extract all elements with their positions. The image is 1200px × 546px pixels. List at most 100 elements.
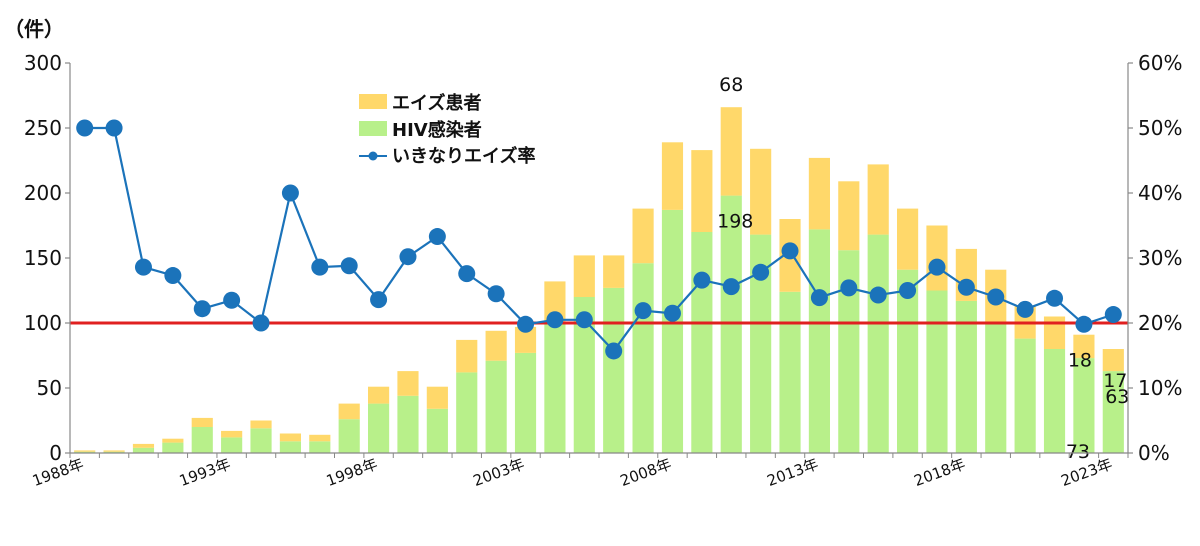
bar-aids-1999 xyxy=(397,371,419,396)
bar-aids-2023 xyxy=(1102,349,1124,372)
legend-marker-rate xyxy=(368,151,378,161)
bar-hiv-2003 xyxy=(514,352,537,453)
bar-hiv-1990 xyxy=(132,447,155,453)
data-label-2022-aids: 18 xyxy=(1068,350,1092,372)
bar-hiv-1996 xyxy=(309,441,331,453)
bar-aids-1998 xyxy=(368,386,390,404)
bar-hiv-2012 xyxy=(779,291,801,453)
bar-aids-2015 xyxy=(867,164,889,235)
plot-area: 68 198 18 17 73 63 xyxy=(70,74,1129,463)
y2-tick-label: 30% xyxy=(1138,246,1182,270)
bar-aids-2008 xyxy=(661,142,684,210)
legend-label-aids: エイズ患者 xyxy=(392,92,481,114)
y-tick-label: 0 xyxy=(49,441,62,465)
bar-hiv-2022 xyxy=(1073,358,1095,453)
legend: エイズ患者 HIV感染者 いきなりエイズ率 xyxy=(318,86,608,167)
rate-point-2019 xyxy=(987,288,1005,306)
y-axis-unit-label: （件） xyxy=(4,17,64,41)
bar-hiv-1999 xyxy=(397,395,419,453)
bar-hiv-2002 xyxy=(485,360,507,453)
data-label-2010-aids: 68 xyxy=(719,74,743,96)
bar-hiv-1995 xyxy=(279,441,301,453)
data-label-2010-hiv: 198 xyxy=(717,211,753,233)
rate-point-2007 xyxy=(634,302,652,320)
bar-aids-2000 xyxy=(426,386,448,409)
rate-point-2010 xyxy=(722,278,740,296)
bar-hiv-2023 xyxy=(1102,371,1124,453)
bar-aids-2007 xyxy=(632,208,654,264)
rate-point-2016 xyxy=(899,282,917,299)
bar-aids-1995 xyxy=(279,433,301,442)
rate-point-2014 xyxy=(840,279,858,297)
bar-aids-2010 xyxy=(720,107,742,196)
bar-aids-2001 xyxy=(456,339,478,373)
bar-hiv-2014 xyxy=(838,250,860,453)
bar-aids-2009 xyxy=(691,150,713,232)
rate-point-2018 xyxy=(957,278,975,296)
rate-point-2009 xyxy=(693,271,711,289)
legend-label-rate: いきなりエイズ率 xyxy=(392,145,535,167)
rate-point-1995 xyxy=(281,184,299,202)
x-tick-label: 1993年 xyxy=(177,455,233,490)
rate-point-1993 xyxy=(223,291,241,309)
bar-aids-1997 xyxy=(338,403,360,420)
bar-hiv-1991 xyxy=(162,442,184,453)
bar-aids-1990 xyxy=(132,443,155,448)
bar-aids-2004 xyxy=(544,281,566,322)
y2-tick-label: 10% xyxy=(1138,376,1182,400)
bar-hiv-1989 xyxy=(103,451,125,453)
bar-aids-2016 xyxy=(897,208,919,270)
rate-point-2021 xyxy=(1046,289,1064,307)
bar-aids-2011 xyxy=(750,148,772,235)
rate-point-2002 xyxy=(487,285,505,303)
bar-hiv-2021 xyxy=(1043,349,1066,453)
data-label-2023-aids: 17 xyxy=(1103,370,1127,392)
bar-aids-1996 xyxy=(309,434,331,442)
x-tick-label: 1998年 xyxy=(324,455,380,490)
bar-hiv-1993 xyxy=(221,437,243,453)
bar-hiv-1997 xyxy=(338,419,360,453)
y2-tick-label: 20% xyxy=(1138,311,1182,335)
bar-aids-1989 xyxy=(103,450,125,452)
rate-point-2017 xyxy=(928,258,946,276)
rate-point-1994 xyxy=(252,314,270,332)
bar-hiv-2018 xyxy=(955,300,977,453)
y2-tick-label: 0% xyxy=(1138,441,1170,465)
bar-aids-2013 xyxy=(808,157,830,230)
bar-hiv-2015 xyxy=(867,234,889,453)
bar-aids-1992 xyxy=(191,417,213,427)
bar-hiv-2016 xyxy=(897,269,919,453)
data-label-2023-hiv: 63 xyxy=(1105,386,1129,408)
rate-point-2006 xyxy=(605,342,623,360)
bar-aids-1988 xyxy=(74,450,96,452)
rate-point-2012 xyxy=(781,242,799,260)
bar-hiv-1992 xyxy=(191,427,213,453)
rate-point-2005 xyxy=(575,311,593,329)
bar-hiv-1994 xyxy=(250,428,272,453)
bar-aids-2006 xyxy=(603,255,625,288)
rate-point-1998 xyxy=(370,291,388,309)
bar-aids-2003 xyxy=(514,326,537,353)
bar-hiv-2000 xyxy=(426,408,448,453)
y2-tick-label: 50% xyxy=(1138,116,1182,140)
x-tick-label: 2003年 xyxy=(471,455,527,490)
data-label-2022-hiv: 73 xyxy=(1066,441,1090,463)
bar-hiv-2008 xyxy=(661,209,684,453)
x-tick-label: 2008年 xyxy=(618,455,674,490)
rate-point-2001 xyxy=(458,265,476,283)
rate-point-1989 xyxy=(105,119,123,137)
bar-hiv-2019 xyxy=(985,323,1007,453)
bar-hiv-2020 xyxy=(1014,338,1036,453)
bar-hiv-2004 xyxy=(544,321,566,453)
y-tick-label: 150 xyxy=(24,246,62,270)
bar-hiv-2001 xyxy=(456,372,478,453)
rate-point-1999 xyxy=(399,248,417,266)
bar-hiv-2005 xyxy=(573,297,595,453)
rate-point-2003 xyxy=(517,315,535,333)
bar-hiv-2013 xyxy=(808,229,830,453)
bar-hiv-1998 xyxy=(368,403,390,453)
bar-aids-2005 xyxy=(573,255,595,297)
y-tick-label: 250 xyxy=(24,116,62,140)
rate-point-1991 xyxy=(164,267,182,285)
